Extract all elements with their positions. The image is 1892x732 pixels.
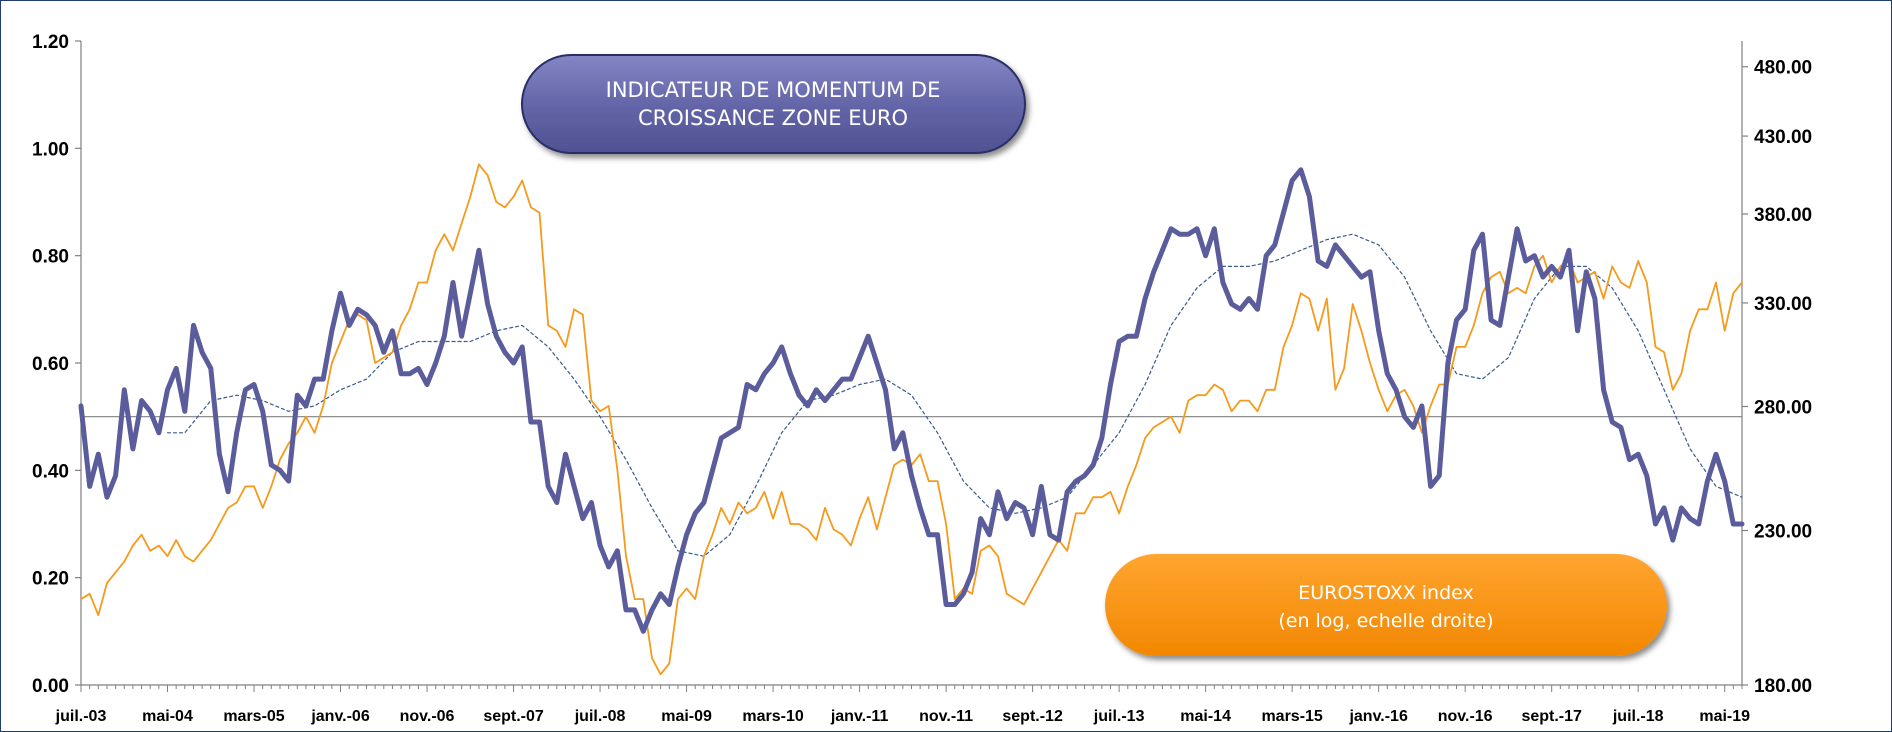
x-tick-label: nov.-16	[1438, 708, 1493, 725]
index-box-line2: (en log, echelle droite)	[1278, 610, 1493, 632]
left-tick-label: 0.40	[32, 461, 69, 482]
index-box: EUROSTOXX index (en log, echelle droite)	[1105, 554, 1667, 656]
x-tick-label: mars-05	[223, 708, 284, 725]
left-tick-label: 0.80	[32, 247, 69, 268]
x-tick-label: janv.-16	[1348, 708, 1408, 725]
x-tick-label: sept.-12	[1002, 708, 1063, 725]
x-tick-label: mai-09	[661, 708, 712, 725]
x-tick-label: sept.-17	[1521, 708, 1582, 725]
x-tick-label: janv.-06	[310, 708, 370, 725]
x-tick-label: mai-19	[1699, 708, 1750, 725]
x-tick-label: sept.-07	[483, 708, 544, 725]
series-layer	[78, 163, 1745, 676]
x-tick-label: juil.-18	[1612, 708, 1664, 725]
title-box-line2: CROISSANCE ZONE EURO	[638, 106, 908, 130]
x-tick-label: mars-15	[1261, 708, 1322, 725]
series-line-momentum	[78, 167, 1745, 634]
left-axis-ticks: 0.00 0.20 0.40 0.60 0.80 1.00 1.20	[32, 32, 81, 697]
x-tick-label: juil.-13	[1093, 708, 1145, 725]
x-axis-ticks: juil.-03 mai-04 mars-05 janv.-06 nov.-06 sept…	[55, 685, 1750, 725]
left-tick-label: 1.20	[32, 32, 69, 53]
title-box: INDICATEUR DE MOMENTUM DE CROISSANCE ZON…	[521, 54, 1026, 154]
x-tick-label: mai-04	[142, 708, 193, 725]
x-tick-label: mai-14	[1180, 708, 1231, 725]
left-tick-label: 0.60	[32, 354, 69, 375]
right-tick-label: 180.00	[1754, 676, 1812, 697]
right-tick-label: 230.00	[1754, 521, 1812, 542]
x-tick-label: janv.-11	[830, 708, 889, 725]
right-tick-label: 280.00	[1754, 397, 1812, 418]
left-tick-label: 0.00	[32, 676, 69, 697]
x-tick-label: juil.-08	[574, 708, 626, 725]
x-tick-label: juil.-03	[55, 708, 107, 725]
series-line-momentum_smoothed	[166, 233, 1743, 557]
index-box-line1: EUROSTOXX index	[1298, 582, 1474, 604]
right-tick-label: 430.00	[1754, 127, 1812, 148]
right-tick-label: 380.00	[1754, 205, 1812, 226]
title-box-line1: INDICATEUR DE MOMENTUM DE	[606, 78, 941, 102]
x-tick-label: mars-10	[742, 708, 803, 725]
right-axis-ticks: 180.00 230.00 280.00 330.00 380.00 430.00 480.…	[1742, 58, 1812, 697]
right-tick-label: 330.00	[1754, 294, 1812, 315]
left-tick-label: 0.20	[32, 569, 69, 590]
right-tick-label: 480.00	[1754, 58, 1812, 79]
x-tick-label: nov.-11	[919, 708, 973, 725]
left-tick-label: 1.00	[32, 139, 69, 160]
x-tick-label: nov.-06	[400, 708, 455, 725]
